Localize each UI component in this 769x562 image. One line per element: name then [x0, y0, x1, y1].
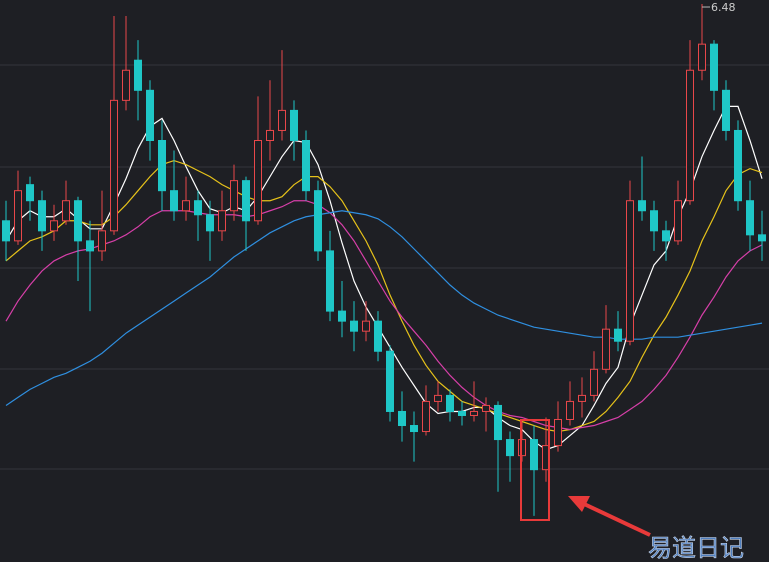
candle-body	[590, 368, 598, 396]
candle-body	[626, 200, 634, 342]
candle-body	[710, 43, 718, 91]
candle-body	[26, 184, 34, 202]
candle-body	[386, 350, 394, 412]
candle-body	[266, 129, 274, 141]
candle-body	[134, 59, 142, 91]
candle-body	[722, 89, 730, 131]
candle-body	[230, 180, 238, 212]
candle-body	[602, 328, 610, 370]
candle-body	[350, 320, 358, 332]
candle-body	[698, 43, 706, 71]
candle-body	[554, 418, 562, 447]
candle-body	[758, 234, 766, 242]
candle-body	[254, 140, 262, 222]
candle-body	[158, 140, 166, 192]
candle-body	[686, 69, 694, 202]
candle-body	[122, 69, 130, 101]
candle-body	[650, 210, 658, 232]
candle-body	[734, 129, 742, 202]
candle-body	[326, 250, 334, 312]
candle-body	[62, 200, 70, 222]
plot: 6.48	[2, 1, 766, 516]
candle-body	[110, 99, 118, 232]
candle-body	[314, 190, 322, 252]
candle-body	[566, 400, 574, 420]
candle-body	[194, 200, 202, 216]
candle-body	[422, 400, 430, 433]
candle-body	[2, 220, 10, 242]
candle-body	[530, 439, 538, 471]
candle-body	[98, 230, 106, 252]
arrow-head	[568, 496, 590, 512]
candle-body	[170, 190, 178, 212]
candle-body	[206, 214, 214, 232]
moving-average-line	[5, 200, 763, 431]
candle-body	[578, 394, 586, 402]
candle-body	[218, 210, 226, 232]
candle-body	[674, 200, 682, 242]
candle-body	[494, 404, 502, 441]
candle-body	[410, 425, 418, 433]
candle-body	[242, 180, 250, 222]
candle-body	[746, 200, 754, 236]
candle-body	[362, 320, 370, 332]
watermark: 易道日记	[648, 534, 744, 562]
candle-body	[146, 89, 154, 141]
candle-body	[662, 230, 670, 242]
candle-body	[470, 410, 478, 416]
candle-body	[302, 140, 310, 192]
candle-body	[434, 394, 442, 402]
moving-average-line	[5, 210, 763, 406]
candle-body	[50, 220, 58, 232]
candle-body	[14, 190, 22, 242]
candle-body	[614, 328, 622, 342]
candle-body	[638, 200, 646, 212]
moving-average-line	[5, 159, 763, 433]
candle-body	[338, 310, 346, 322]
candle-body	[38, 200, 46, 232]
candle-body	[482, 404, 490, 412]
candle-body	[506, 439, 514, 457]
candle-body	[398, 410, 406, 427]
max-label: 6.48	[711, 1, 736, 14]
candle-body	[74, 200, 82, 242]
highlight-box	[520, 419, 550, 521]
candle-body	[86, 240, 94, 252]
candle-body	[446, 394, 454, 412]
moving-average-line	[5, 105, 763, 451]
candle-body	[290, 109, 298, 142]
candle-body	[374, 320, 382, 352]
arrow	[581, 501, 651, 537]
candle-body	[182, 200, 190, 212]
candle-body	[278, 109, 286, 131]
candle-body	[458, 410, 466, 416]
